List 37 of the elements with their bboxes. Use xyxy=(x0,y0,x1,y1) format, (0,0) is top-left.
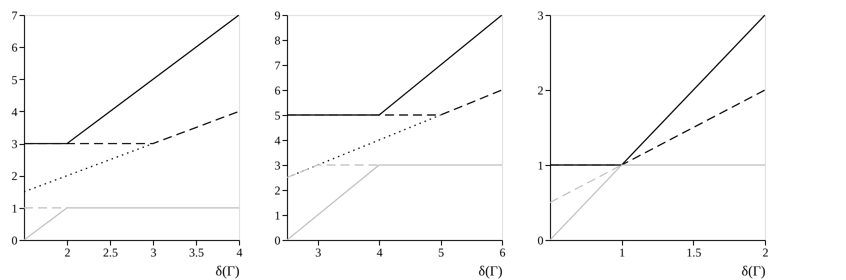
y-tick-label: 2 xyxy=(274,184,280,198)
x-tick-label: 3 xyxy=(150,246,156,260)
y-tick-label: 0 xyxy=(538,234,544,248)
y-tick-label: 6 xyxy=(274,84,280,98)
x-tick-label: 2 xyxy=(762,246,768,260)
x-axis-title: δ(Γ) xyxy=(478,264,503,280)
y-tick-label: 5 xyxy=(274,108,280,122)
y-tick-label: 2 xyxy=(538,84,544,98)
y-tick-label: 4 xyxy=(12,104,18,119)
x-tick-label: 4 xyxy=(236,246,242,260)
y-tick-label: 5 xyxy=(12,72,18,87)
x-tick-label: 1.5 xyxy=(686,246,702,260)
x-axis-title: δ(Γ) xyxy=(741,264,766,280)
y-tick-label: 9 xyxy=(274,8,280,22)
x-tick-label: 1 xyxy=(619,246,626,260)
y-tick-label: 7 xyxy=(274,58,280,72)
y-tick-label: 1 xyxy=(12,201,18,216)
y-tick-label: 1 xyxy=(538,158,544,172)
y-tick-label: 6 xyxy=(12,40,18,55)
y-tick-label: 7 xyxy=(12,8,18,22)
y-tick-label: 8 xyxy=(274,34,280,48)
x-tick-label: 4 xyxy=(376,246,383,260)
y-tick-label: 0 xyxy=(12,234,18,248)
x-axis-title: δ(Γ) xyxy=(215,264,240,280)
x-tick-label: 5 xyxy=(438,246,444,260)
y-tick-label: 1 xyxy=(274,208,280,222)
x-tick-label: 6 xyxy=(500,246,506,260)
x-tick-label: 3 xyxy=(315,246,322,260)
y-tick-label: 3 xyxy=(12,137,18,152)
x-tick-label: 2.5 xyxy=(103,246,118,260)
y-tick-label: 2 xyxy=(12,169,18,184)
y-tick-label: 4 xyxy=(274,134,280,148)
x-tick-label: 3.5 xyxy=(189,246,204,260)
y-tick-label: 3 xyxy=(538,8,544,22)
x-tick-label: 2 xyxy=(64,246,70,260)
y-tick-label: 3 xyxy=(274,158,280,172)
y-tick-label: 0 xyxy=(274,234,280,248)
